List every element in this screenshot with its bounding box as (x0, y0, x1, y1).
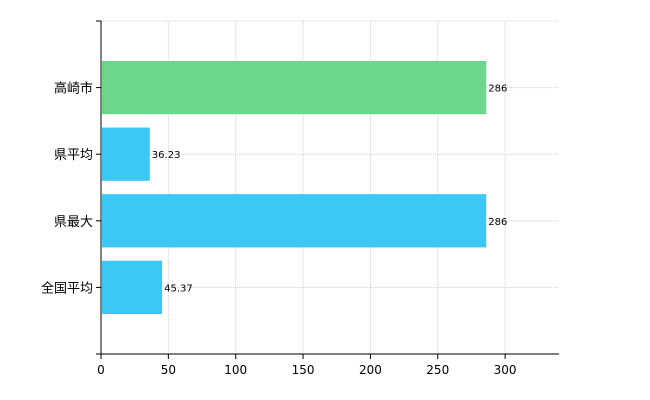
data-label: 36.23 (152, 150, 181, 161)
x-tick-label: 0 (97, 363, 105, 377)
x-tick-label: 100 (224, 363, 247, 377)
category-label: 全国平均 (41, 280, 93, 296)
category-label: 県最大 (54, 215, 93, 230)
data-label: 45.37 (164, 283, 193, 294)
bar (102, 194, 487, 248)
x-tick-label: 250 (426, 363, 449, 377)
bars (102, 60, 487, 315)
axes (100, 21, 559, 355)
x-ticks: 0 50 100 150 200 250 300 (96, 20, 517, 377)
category-label: 高崎市 (54, 81, 93, 97)
data-labels: 286 36.23 286 45.37 (152, 84, 508, 295)
x-tick-label: 200 (359, 363, 382, 377)
bar (102, 127, 150, 181)
x-tick-label: 150 (292, 363, 315, 377)
x-tick-label: 300 (494, 363, 517, 377)
bar (102, 60, 487, 115)
bar (102, 260, 163, 315)
category-label: 県平均 (54, 148, 93, 163)
x-tick-label: 50 (161, 363, 176, 377)
data-label: 286 (488, 84, 507, 95)
data-label: 286 (488, 217, 507, 228)
